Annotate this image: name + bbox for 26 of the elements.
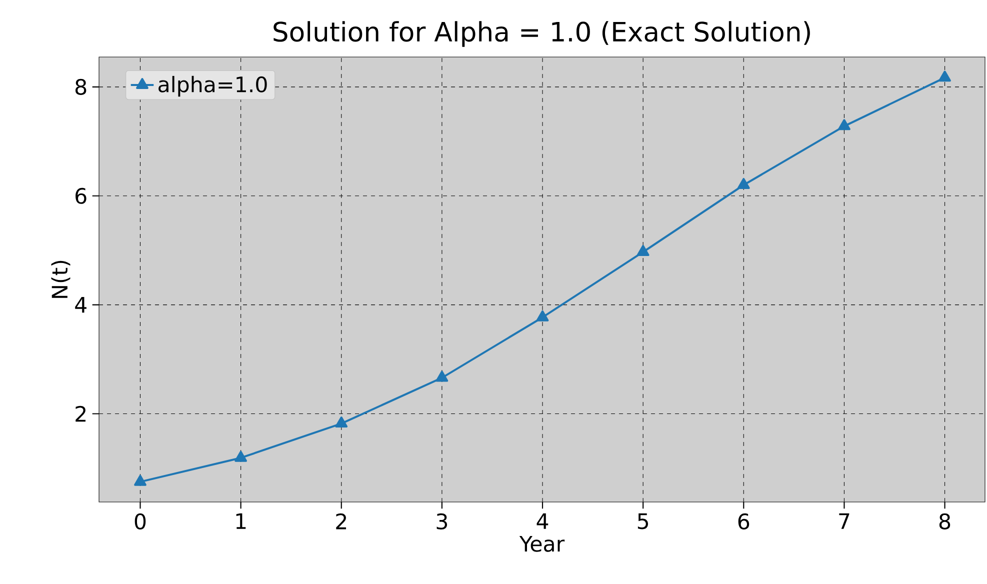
chart-title: Solution for Alpha = 1.0 (Exact Solution) xyxy=(274,21,810,47)
point xyxy=(636,244,650,256)
y-tick-label: 8 xyxy=(76,78,86,95)
x-tick-label: 0 xyxy=(134,513,146,530)
y-tick-label: 6 xyxy=(76,188,86,204)
x-tick-label: 4 xyxy=(536,513,548,529)
x-tick-label: 2 xyxy=(336,513,346,530)
legend-label: alpha=1.0 xyxy=(158,76,267,97)
y-tick-label: 2 xyxy=(76,406,86,422)
x-axis-title: Year xyxy=(519,536,565,552)
point xyxy=(436,370,448,382)
point xyxy=(838,119,850,130)
point xyxy=(234,450,248,462)
point xyxy=(134,474,146,486)
point xyxy=(335,416,348,428)
x-tick-label: 1 xyxy=(236,513,246,529)
y-tick-label: 4 xyxy=(75,297,86,313)
point xyxy=(737,178,750,189)
x-tick-label: 8 xyxy=(939,513,950,530)
point xyxy=(938,70,951,82)
y-axis-title: N(t) xyxy=(51,260,70,298)
x-tick-label: 3 xyxy=(436,513,448,530)
x-tick-label: 6 xyxy=(738,513,750,530)
x-tick-label: 7 xyxy=(839,513,850,529)
x-tick-label: 5 xyxy=(638,513,648,530)
point xyxy=(536,310,549,322)
